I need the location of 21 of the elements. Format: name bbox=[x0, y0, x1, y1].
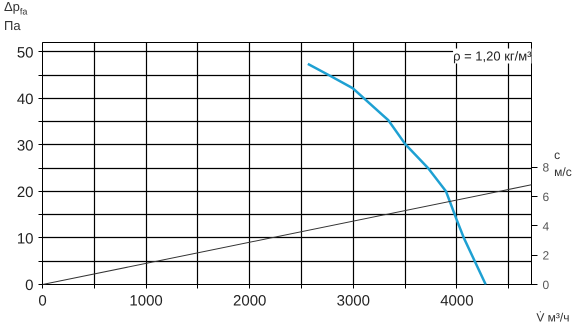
x-tick-label: 0 bbox=[38, 292, 47, 310]
y-axis-title: Δp$_{fa}$ Па bbox=[3, 0, 28, 33]
x-axis-title: V̇ м³/ч bbox=[536, 310, 570, 324]
annotation: ρ = 1,20 кг/м³ bbox=[453, 48, 532, 64]
x-tick-label: 2000 bbox=[233, 292, 266, 310]
y2-tick-label: 0 bbox=[542, 278, 550, 292]
y-tick-label: 20 bbox=[16, 184, 34, 201]
line-series bbox=[306, 62, 487, 284]
y-tick-label: 50 bbox=[16, 44, 34, 62]
y2-tick-label: 4 bbox=[542, 219, 550, 234]
y-tick-label: 0 bbox=[25, 277, 34, 294]
x-tick-label: 3000 bbox=[336, 292, 370, 310]
x-tick-label: 1000 bbox=[129, 292, 163, 310]
y2-tick-label: 2 bbox=[542, 248, 550, 263]
y-tick-label: 40 bbox=[16, 90, 34, 108]
x-tick-label: 4000 bbox=[440, 292, 474, 310]
y2-tick-label: 6 bbox=[542, 190, 550, 204]
y2-tick-label: 8 bbox=[542, 160, 550, 175]
y2-axis-title: c м/с bbox=[554, 148, 572, 179]
y-tick-label: 30 bbox=[16, 137, 34, 154]
y-tick-label: 10 bbox=[16, 230, 34, 248]
